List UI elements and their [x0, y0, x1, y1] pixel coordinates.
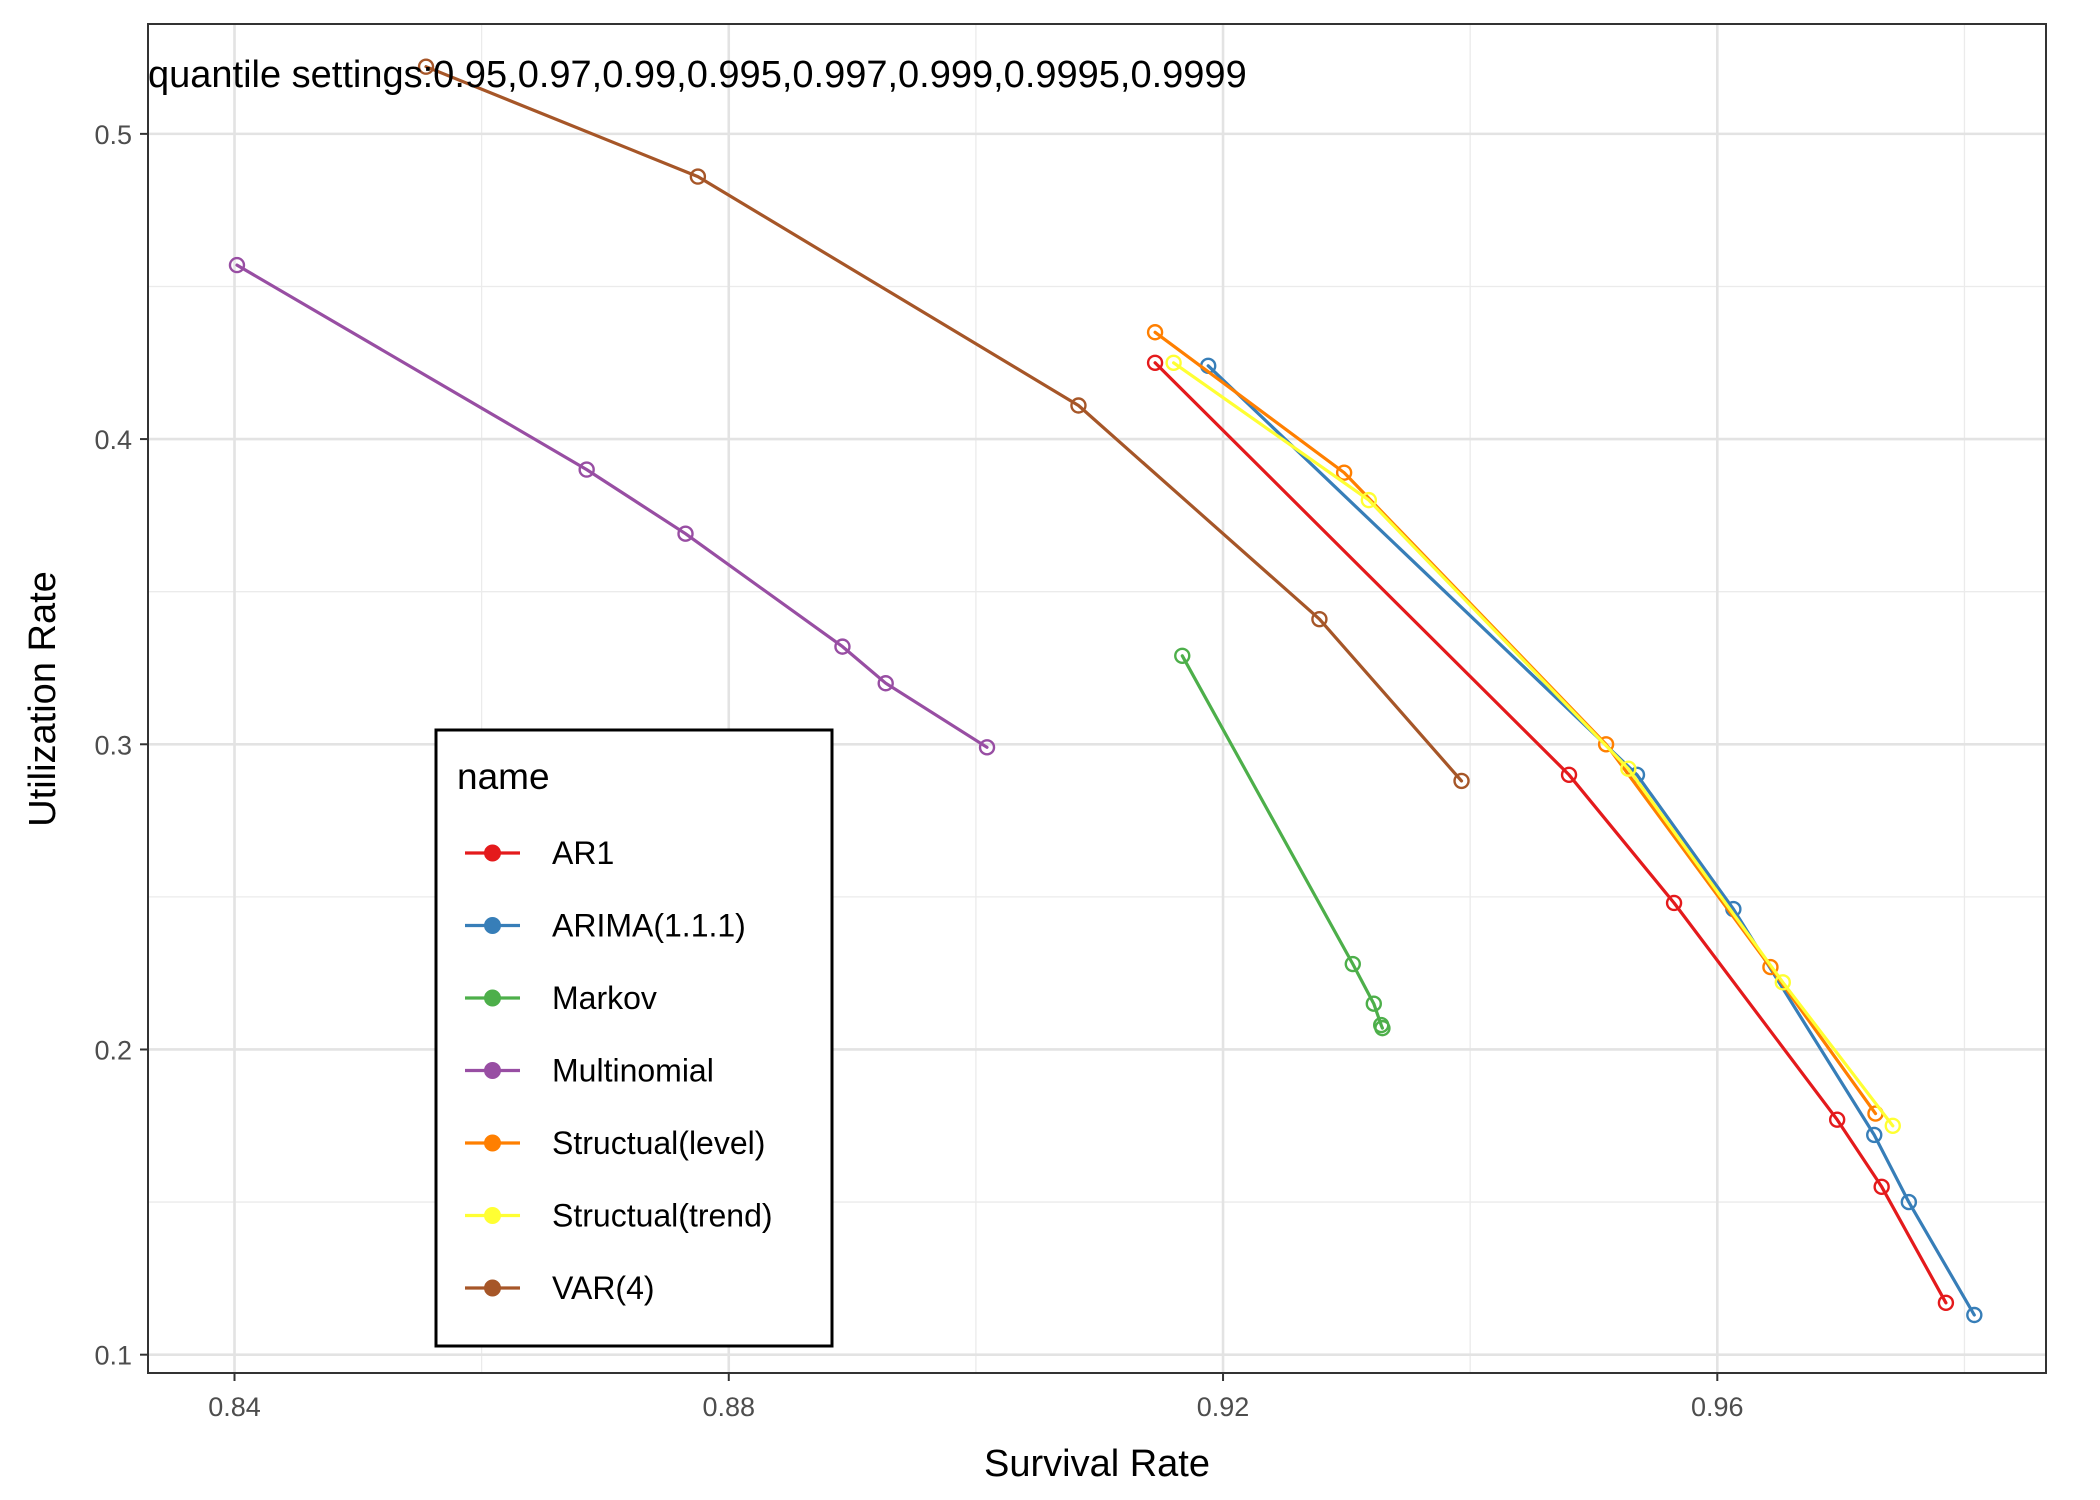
data-point	[1146, 324, 1164, 341]
x-tick-label: 0.96	[1691, 1392, 1744, 1422]
data-point	[1937, 1294, 1955, 1312]
series-multinomial	[228, 256, 996, 756]
data-point	[578, 461, 595, 478]
data-point	[1174, 647, 1191, 664]
series-layer	[228, 58, 1983, 1324]
data-point	[1146, 354, 1164, 371]
data-point	[1165, 354, 1182, 371]
plot-panel	[148, 24, 2046, 1373]
data-point	[1884, 1117, 1901, 1134]
data-point	[1360, 491, 1378, 509]
y-tick-label: 0.3	[94, 730, 132, 760]
data-point	[1597, 736, 1615, 753]
plot-panel-border	[147, 23, 2047, 1374]
x-axis-title: Survival Rate	[984, 1443, 1210, 1485]
data-point	[1828, 1111, 1846, 1128]
data-point	[689, 168, 707, 185]
data-point	[1900, 1193, 1918, 1211]
legend-label: VAR(4)	[552, 1270, 655, 1306]
legend-key-dot	[484, 1207, 501, 1224]
legend-item: Markov	[465, 980, 657, 1016]
legend-title: name	[457, 756, 550, 797]
series-line	[1171, 361, 1895, 1128]
legend-item: ARIMA(1.1.1)	[465, 908, 746, 944]
data-point	[1966, 1306, 1983, 1324]
x-tick-label: 0.84	[208, 1392, 261, 1422]
axis-layer: 0.84 0.88 0.92 0.96 0.1 0.2 0.3 0.4 0.5	[94, 120, 1743, 1422]
y-tick-label: 0.5	[94, 120, 132, 150]
legend-key-dot	[484, 1134, 501, 1152]
data-point	[1774, 974, 1792, 991]
data-point	[1665, 894, 1683, 912]
legend-item: VAR(4)	[465, 1270, 655, 1306]
data-point	[1620, 760, 1637, 777]
legend-label: Structual(trend)	[552, 1198, 773, 1234]
series-structual-trend-	[1165, 354, 1901, 1134]
data-point	[1344, 955, 1361, 973]
chart-annotation: quantile settings:0.95,0.97,0.99,0.995,0…	[148, 54, 1247, 96]
legend-label: Multinomial	[552, 1053, 714, 1089]
data-point	[677, 525, 694, 542]
legend-label: ARIMA(1.1.1)	[552, 908, 746, 944]
data-point	[877, 675, 894, 692]
y-axis-title: Utilization Rate	[22, 571, 64, 827]
legend-key-dot	[484, 844, 501, 862]
series-line	[1153, 361, 1948, 1305]
data-point	[1335, 464, 1353, 481]
series-ar1	[1146, 354, 1955, 1312]
legend-item: AR1	[465, 835, 614, 871]
series-line	[424, 65, 1464, 783]
data-point	[978, 739, 996, 756]
data-point	[1374, 1019, 1391, 1037]
x-tick-label: 0.88	[702, 1392, 755, 1422]
legend-item: Structual(trend)	[465, 1198, 773, 1234]
data-point	[1873, 1178, 1890, 1196]
data-point	[1762, 958, 1779, 976]
legend-label: AR1	[552, 835, 614, 871]
series-var-4-	[417, 58, 1470, 790]
legend-item: Structual(level)	[465, 1125, 765, 1161]
data-point	[1311, 610, 1328, 628]
legend-label: Structual(level)	[552, 1125, 765, 1161]
data-point	[1365, 995, 1382, 1012]
data-point	[1453, 772, 1470, 790]
data-point	[1560, 766, 1578, 784]
series-markov	[1174, 647, 1391, 1037]
legend-key-dot	[484, 1062, 501, 1079]
data-point	[1070, 397, 1087, 414]
series-line	[235, 263, 989, 749]
legend-box	[434, 728, 834, 1348]
grid-layer	[148, 24, 2046, 1373]
legend: name AR1 ARIMA(1.1.1) Markov Multinomial Str…	[434, 728, 834, 1348]
y-tick-label: 0.1	[94, 1341, 132, 1371]
legend-key-dot	[484, 917, 501, 934]
series-line	[1206, 364, 1976, 1317]
legend-items: AR1 ARIMA(1.1.1) Markov Multinomial Structua…	[465, 835, 773, 1306]
legend-key-dot	[484, 989, 501, 1007]
x-tick-label: 0.92	[1197, 1392, 1250, 1422]
data-point	[1866, 1126, 1883, 1144]
legend-item: Multinomial	[465, 1053, 714, 1089]
data-point	[834, 638, 851, 655]
data-point	[417, 58, 435, 75]
legend-key-dot	[484, 1279, 501, 1297]
legend-label: Markov	[552, 980, 657, 1016]
y-tick-label: 0.4	[94, 425, 132, 455]
data-point	[228, 256, 246, 274]
y-tick-label: 0.2	[94, 1035, 132, 1065]
series-line	[1180, 654, 1385, 1030]
